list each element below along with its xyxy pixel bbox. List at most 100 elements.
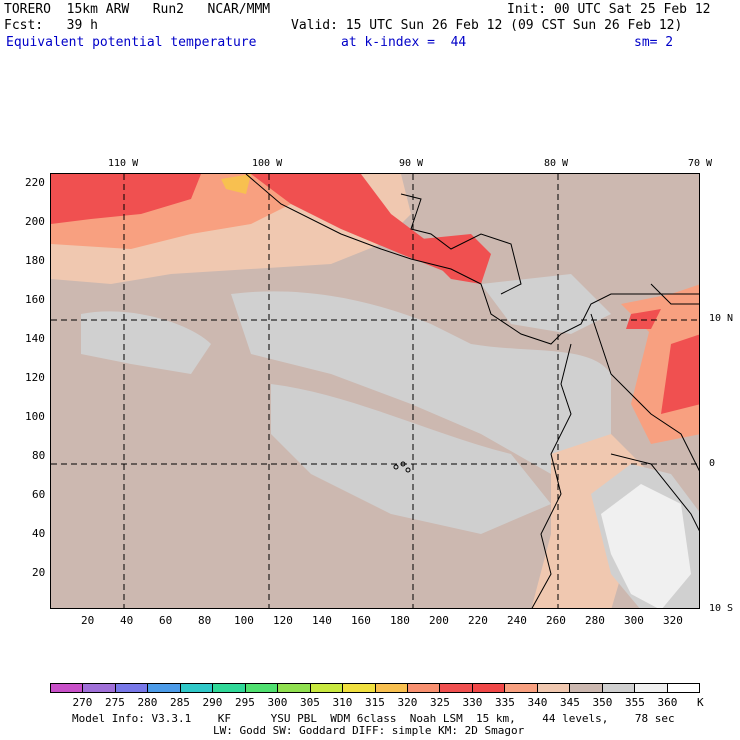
map-field (51, 174, 699, 608)
colorbar-swatch (505, 684, 538, 692)
lat-label: 0 (709, 458, 716, 469)
colorbar-swatch (180, 684, 214, 692)
hot-region (626, 309, 661, 329)
x-tick: 260 (546, 614, 566, 627)
x-tick: 140 (312, 614, 332, 627)
y-tick: 220 (25, 176, 45, 189)
x-tick: 120 (273, 614, 293, 627)
x-tick: 180 (390, 614, 410, 627)
colorbar-label: 345 (560, 696, 580, 709)
colorbar-label: 305 (300, 696, 320, 709)
x-tick: 20 (81, 614, 95, 627)
colorbar-label: 320 (397, 696, 418, 709)
colorbar-label: 335 (495, 696, 515, 709)
smoothing-info: sm= 2 (634, 35, 674, 50)
galapagos-island (405, 467, 411, 473)
x-tick: 240 (507, 614, 527, 627)
lon-label: 100 W (252, 158, 283, 169)
init-time: Init: 00 UTC Sat 25 Feb 12 (507, 2, 711, 17)
lon-label: 110 W (108, 158, 139, 169)
border (590, 313, 699, 472)
colorbar-swatch (148, 684, 181, 692)
x-tick: 40 (120, 614, 134, 627)
colorbar-label: 275 (105, 696, 125, 709)
colorbar-unit: K (697, 696, 704, 709)
colorbar-label: 355 (625, 696, 645, 709)
model-info: Model Info: V3.3.1 KF YSU PBL WDM 6class… (72, 712, 675, 725)
cool-region (81, 311, 211, 374)
colorbar (50, 683, 700, 693)
colorbar-swatch (440, 684, 473, 692)
x-tick: 280 (585, 614, 605, 627)
hot-region (661, 334, 699, 414)
colorbar-swatch (310, 684, 344, 692)
cold-region (601, 484, 691, 608)
colorbar-label: 315 (365, 696, 385, 709)
border (650, 283, 699, 305)
colorbar-swatch (537, 684, 571, 692)
colorbar-swatch (278, 684, 311, 692)
lon-label: 80 W (544, 158, 569, 169)
y-tick: 180 (25, 254, 45, 267)
lon-label: 70 W (688, 158, 713, 169)
y-tick: 80 (32, 449, 46, 462)
y-tick: 60 (32, 488, 46, 501)
x-tick: 60 (159, 614, 173, 627)
hot-region (51, 174, 201, 224)
colorbar-swatch (407, 684, 441, 692)
y-tick: 40 (32, 527, 46, 540)
colorbar-swatch (343, 684, 376, 692)
coastline (245, 174, 699, 345)
colorbar-label: 310 (332, 696, 353, 709)
forecast-hour: Fcst: 39 h (4, 18, 98, 33)
border (610, 453, 699, 532)
x-tick: 200 (429, 614, 449, 627)
colorbar-swatch (635, 684, 668, 692)
graticule (51, 174, 699, 608)
galapagos-island (393, 464, 399, 470)
valid-time: Valid: 15 UTC Sun 26 Feb 12 (09 CST Sun … (291, 18, 683, 33)
y-tick: 140 (25, 332, 45, 345)
lat-label: 10 S (709, 603, 734, 614)
y-tick: 100 (25, 410, 45, 423)
colorbar-label: 300 (267, 696, 288, 709)
colorbar-label: 360 (657, 696, 678, 709)
hot-region (251, 174, 471, 274)
y-tick: 120 (25, 371, 45, 384)
colorbar-label: 290 (202, 696, 223, 709)
x-tick: 80 (198, 614, 212, 627)
hot-spot (221, 174, 251, 194)
colorbar-swatch (667, 684, 700, 692)
colorbar-label: 295 (235, 696, 255, 709)
colorbar-label: 350 (592, 696, 613, 709)
cool-region (231, 291, 611, 474)
colorbar-swatch (472, 684, 506, 692)
lat-label: 10 N (709, 313, 734, 324)
colorbar-swatch (375, 684, 408, 692)
colorbar-swatch (83, 684, 116, 692)
x-tick: 220 (468, 614, 488, 627)
y-tick: 200 (25, 215, 45, 228)
model-title: TORERO 15km ARW Run2 NCAR/MMM (4, 2, 271, 17)
colorbar-swatch (51, 684, 84, 692)
lon-label: 90 W (399, 158, 424, 169)
colorbar-label: 330 (462, 696, 483, 709)
hot-region (421, 234, 491, 284)
x-tick: 300 (624, 614, 644, 627)
colorbar-label: 270 (72, 696, 93, 709)
y-tick: 160 (25, 293, 45, 306)
x-tick: 320 (663, 614, 683, 627)
map-panel (50, 173, 700, 609)
level-info: at k-index = 44 (341, 35, 467, 50)
colorbar-label: 325 (430, 696, 450, 709)
colorbar-swatch (602, 684, 636, 692)
physics-info: LW: Godd SW: Goddard DIFF: simple KM: 2D… (213, 724, 525, 737)
coastline (400, 193, 522, 295)
x-tick: 160 (351, 614, 371, 627)
cool-region (271, 384, 551, 534)
colorbar-swatch (570, 684, 603, 692)
y-tick: 20 (32, 566, 46, 579)
cool-region (481, 274, 611, 334)
x-tick: 100 (234, 614, 254, 627)
field-name: Equivalent potential temperature (6, 35, 257, 50)
